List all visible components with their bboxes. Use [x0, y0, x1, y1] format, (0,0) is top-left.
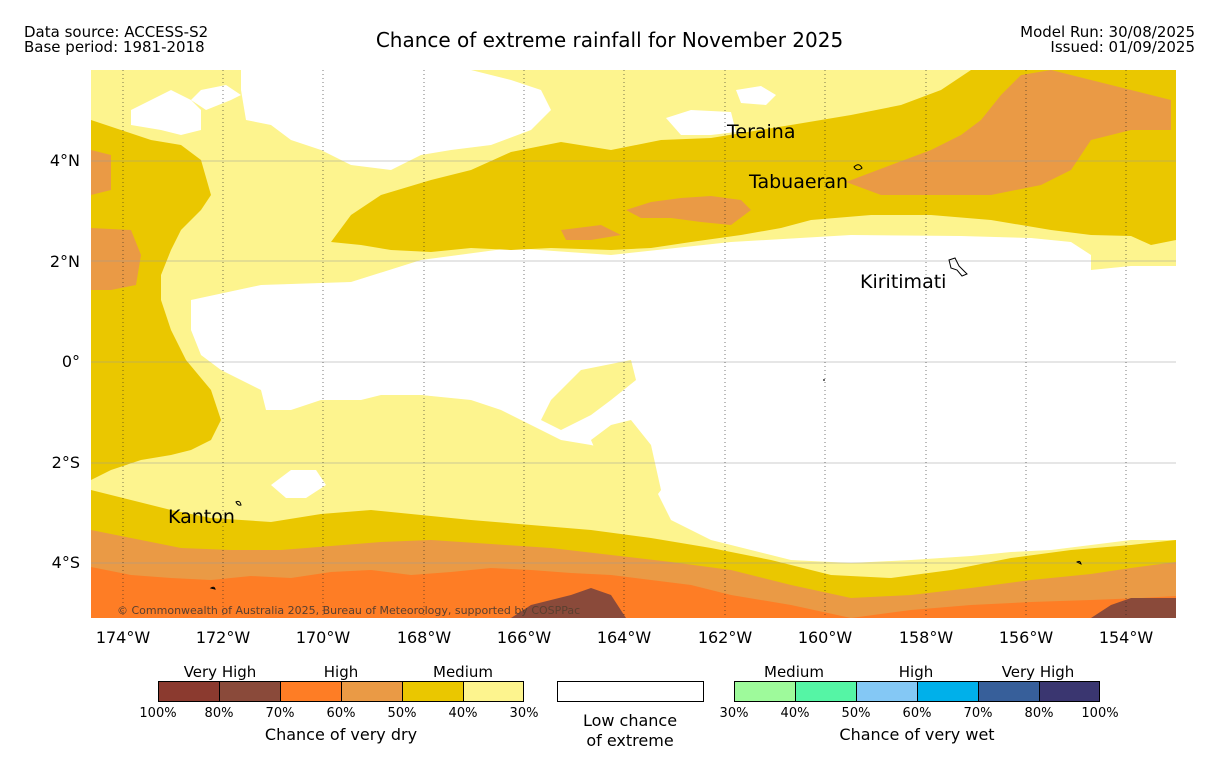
band-medium-west [91, 120, 221, 480]
base-period-text: Base period: 1981-2018 [24, 38, 205, 56]
legend-wet-caption: Chance of very wet [839, 725, 995, 744]
lon-label-166w: 166°W [496, 628, 552, 647]
legend-low-swatch [557, 681, 704, 702]
legend-wet-tick-50: 50% [841, 706, 871, 721]
band-high-west [91, 150, 111, 195]
place-tabuaeran: Tabuaeran [749, 171, 849, 193]
lat-label-4s: 4°S [51, 553, 80, 572]
legend-dry-swatch-2 [219, 681, 281, 702]
lon-label-156w: 156°W [998, 628, 1054, 647]
legend-wet-swatch-6 [1039, 681, 1100, 702]
zone-low-nw-1 [131, 90, 201, 135]
legend-wet-swatch-5 [978, 681, 1040, 702]
legend-wet-swatch-1 [734, 681, 796, 702]
legend-dry-tick-50: 50% [387, 706, 417, 721]
island-kanton [235, 500, 242, 506]
lon-label-168w: 168°W [396, 628, 452, 647]
band-orange-south [91, 567, 851, 618]
place-kiritimati: Kiritimati [860, 271, 947, 293]
lon-label-162w: 162°W [697, 628, 753, 647]
place-kanton: Kanton [168, 506, 235, 528]
legend-dry-tick-70: 70% [265, 706, 295, 721]
band-very-high-2 [1091, 598, 1176, 618]
zone-medium-lobe [361, 395, 611, 510]
legend-low-caption-2: of extreme [586, 731, 674, 750]
model-run-text: Model Run: 30/08/2025 [1020, 23, 1195, 41]
legend-wet-tick-60: 60% [902, 706, 932, 721]
legend-wet-tick-40: 40% [780, 706, 810, 721]
zone-medium-lobe-2 [541, 360, 636, 430]
band-high-north-2 [626, 196, 751, 225]
lon-label-160w: 160°W [797, 628, 853, 647]
grid-lat [91, 160, 1176, 564]
legend-dry-tick-30: 30% [509, 706, 539, 721]
island-tabuaeran [853, 164, 863, 171]
legend-dry-caption: Chance of very dry [264, 725, 418, 744]
band-high-west-2 [91, 228, 141, 290]
legend-dry-tick-60: 60% [326, 706, 356, 721]
legend-dry-tick-100: 100% [139, 706, 177, 721]
legend-low-caption-1: Low chance [582, 711, 678, 730]
legend-wet-tick-100: 100% [1081, 706, 1119, 721]
copyright-notice: © Commonwealth of Australia 2025, Bureau… [117, 604, 581, 617]
zone-low-central [191, 235, 1176, 563]
grid-lon [122, 70, 1127, 618]
band-very-high-1 [511, 588, 626, 618]
zone-low-sw-pocket [271, 470, 326, 498]
legend-dry-cat-medium: Medium [433, 663, 493, 681]
lat-label-2s: 2°S [51, 453, 80, 472]
island-small-2 [1076, 560, 1082, 565]
zone-low-north-1 [191, 85, 241, 110]
legend-dry-swatch-1 [158, 681, 220, 702]
lon-label-172w: 172°W [195, 628, 251, 647]
band-high-north [846, 70, 1171, 195]
legend-dry-swatch-5 [402, 681, 464, 702]
island-small-1 [209, 586, 216, 590]
zone-low-north-3 [666, 110, 736, 135]
band-orange-south-2 [851, 596, 1176, 618]
legend-wet-cat-high: High [898, 663, 934, 681]
lon-label-174w: 174°W [95, 628, 151, 647]
legend-wet-swatch-2 [795, 681, 857, 702]
lon-label-154w: 154°W [1098, 628, 1154, 647]
island-small-3 [823, 379, 825, 381]
forecast-map [91, 70, 1176, 618]
lon-label-158w: 158°W [898, 628, 954, 647]
place-teraina: Teraina [727, 121, 796, 143]
lat-label-2n: 2°N [49, 252, 80, 271]
legend-wet-cat-very-high: Very High [1001, 663, 1075, 681]
legend-dry-tick-80: 80% [204, 706, 234, 721]
legend-dry-cat-high: High [323, 663, 359, 681]
lat-label-0: 0° [61, 352, 80, 371]
data-source-text: Data source: ACCESS-S2 [24, 23, 209, 41]
legend-dry-swatch-4 [341, 681, 403, 702]
legend-wet-swatch-4 [917, 681, 979, 702]
lat-label-4n: 4°N [49, 151, 80, 170]
band-high-north-3 [561, 225, 621, 240]
legend-dry-swatch-3 [280, 681, 342, 702]
zone-medium-lobe-3 [591, 420, 661, 510]
legend-wet-cat-medium: Medium [764, 663, 824, 681]
legend-dry-cat-very-high: Very High [183, 663, 257, 681]
map-title: Chance of extreme rainfall for November … [375, 28, 844, 52]
legend-wet-swatch-3 [856, 681, 918, 702]
legend-dry-swatch-6 [463, 681, 524, 702]
legend-wet-tick-30: 30% [719, 706, 749, 721]
lon-label-170w: 170°W [295, 628, 351, 647]
issued-text: Issued: 01/09/2025 [1050, 38, 1195, 56]
legend-wet-tick-80: 80% [1024, 706, 1054, 721]
zone-low-north-4 [736, 86, 776, 105]
lon-label-164w: 164°W [596, 628, 652, 647]
legend-wet-tick-70: 70% [963, 706, 993, 721]
island-kiritimati [948, 257, 968, 277]
zone-low-north-2 [241, 70, 551, 170]
legend-dry-tick-40: 40% [448, 706, 478, 721]
